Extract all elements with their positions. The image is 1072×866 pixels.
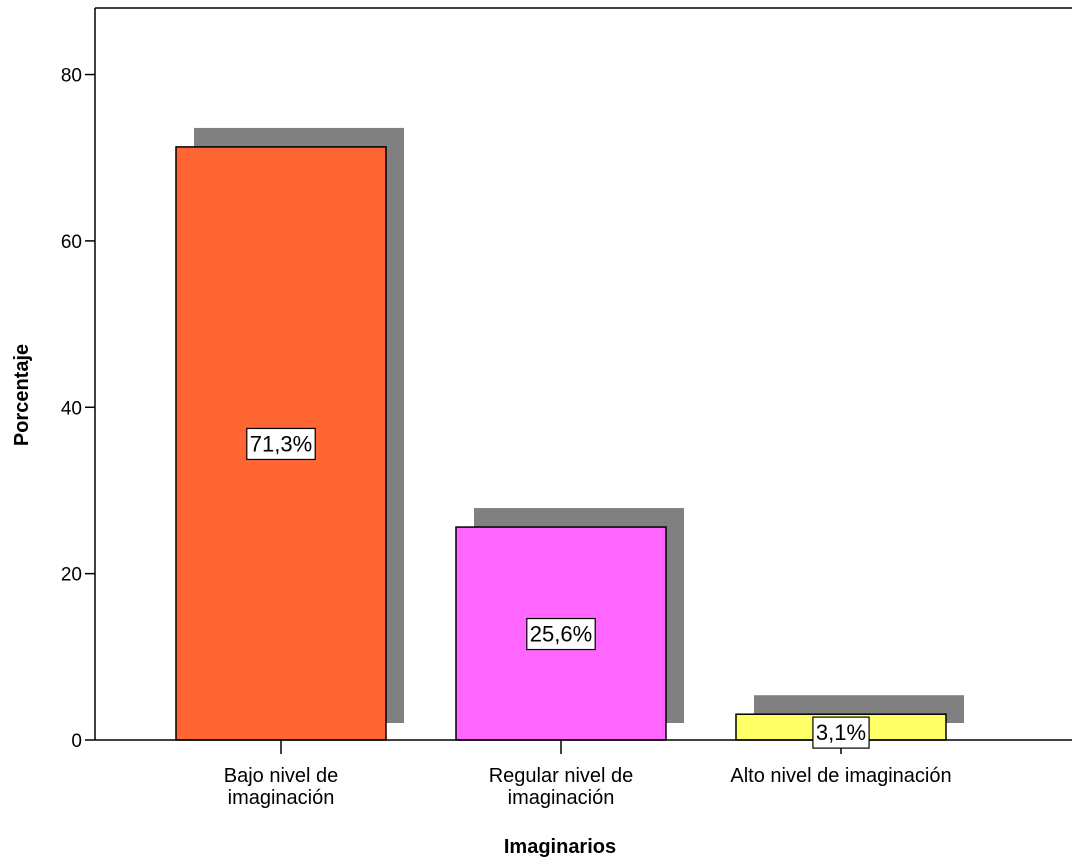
- y-tick-label: 20: [61, 565, 82, 586]
- bars: [175, 146, 947, 741]
- y-tick-label: 60: [61, 232, 82, 253]
- y-ticks: 0 20 40 60 80: [61, 66, 95, 752]
- x-tick-label: Bajo nivel de: [224, 765, 339, 787]
- data-label-box: [812, 716, 870, 749]
- data-label-box: [526, 617, 596, 651]
- data-label: 3,1%: [816, 720, 866, 745]
- y-tick-label: 40: [61, 398, 82, 419]
- x-tick-label: Regular nivel de: [489, 765, 634, 787]
- y-axis-title: Porcentaje: [11, 344, 33, 446]
- x-tick-label: imaginación: [508, 787, 615, 809]
- y-tick-label: 0: [71, 731, 82, 752]
- data-labels: 71,3% 25,6% 3,1%: [246, 427, 870, 749]
- axes: [94, 7, 1072, 741]
- y-tick-label: 80: [61, 66, 82, 87]
- x-tick-label: Alto nivel de imaginación: [730, 765, 951, 787]
- data-label-box: [246, 427, 316, 461]
- x-axis-title: Imaginarios: [504, 836, 616, 858]
- x-tick-label: imaginación: [228, 787, 335, 809]
- data-label: 25,6%: [530, 622, 592, 647]
- data-label: 71,3%: [250, 431, 312, 456]
- bar: [175, 146, 387, 741]
